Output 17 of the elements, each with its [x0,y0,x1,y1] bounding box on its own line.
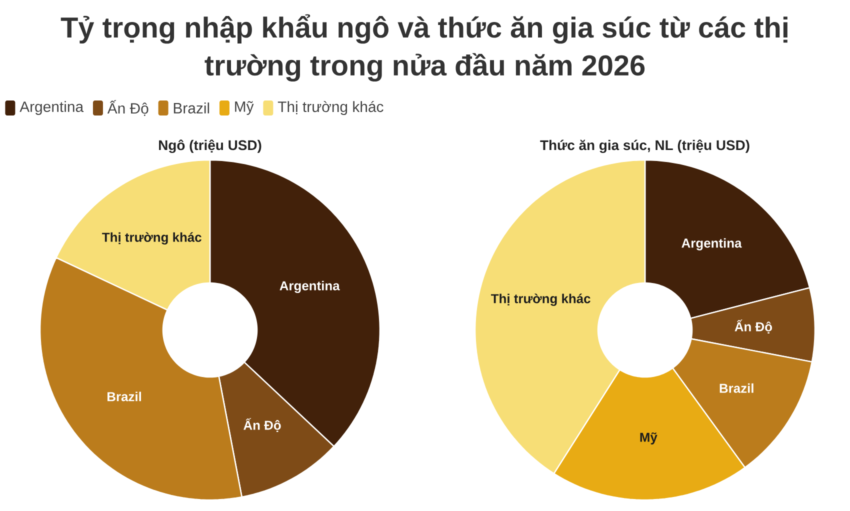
slice-label: Argentina [280,280,340,293]
chart-subtitle: Ngô (triệu USD) [159,140,262,153]
slice-label: Argentina [682,238,742,250]
slice-label: Ấn Độ [244,418,281,432]
slice-label: Mỹ [640,432,658,444]
legend-label: Ấn Độ [107,100,148,116]
text: Thức ăn gia súc, NL (triệu USD) [540,140,750,153]
chart-title: Tỷ trọng nhập khẩu ngô và thức ăn gia súc từ các thị trường trong nửa đầu năm 2026 [60,14,788,82]
legend-label: Brazil [174,102,210,114]
slice-label: Thị trường khác [102,232,202,245]
legend-label: Argentina [20,101,84,115]
slice-label: Thị trường khác [491,294,590,306]
slice-label: Ấn Độ [734,320,772,334]
slice-label: Brazil [720,383,754,393]
legend-label: Thị trường khác [278,100,384,116]
slice-label: Brazil [107,392,141,402]
legend-label: Mỹ [235,101,254,115]
